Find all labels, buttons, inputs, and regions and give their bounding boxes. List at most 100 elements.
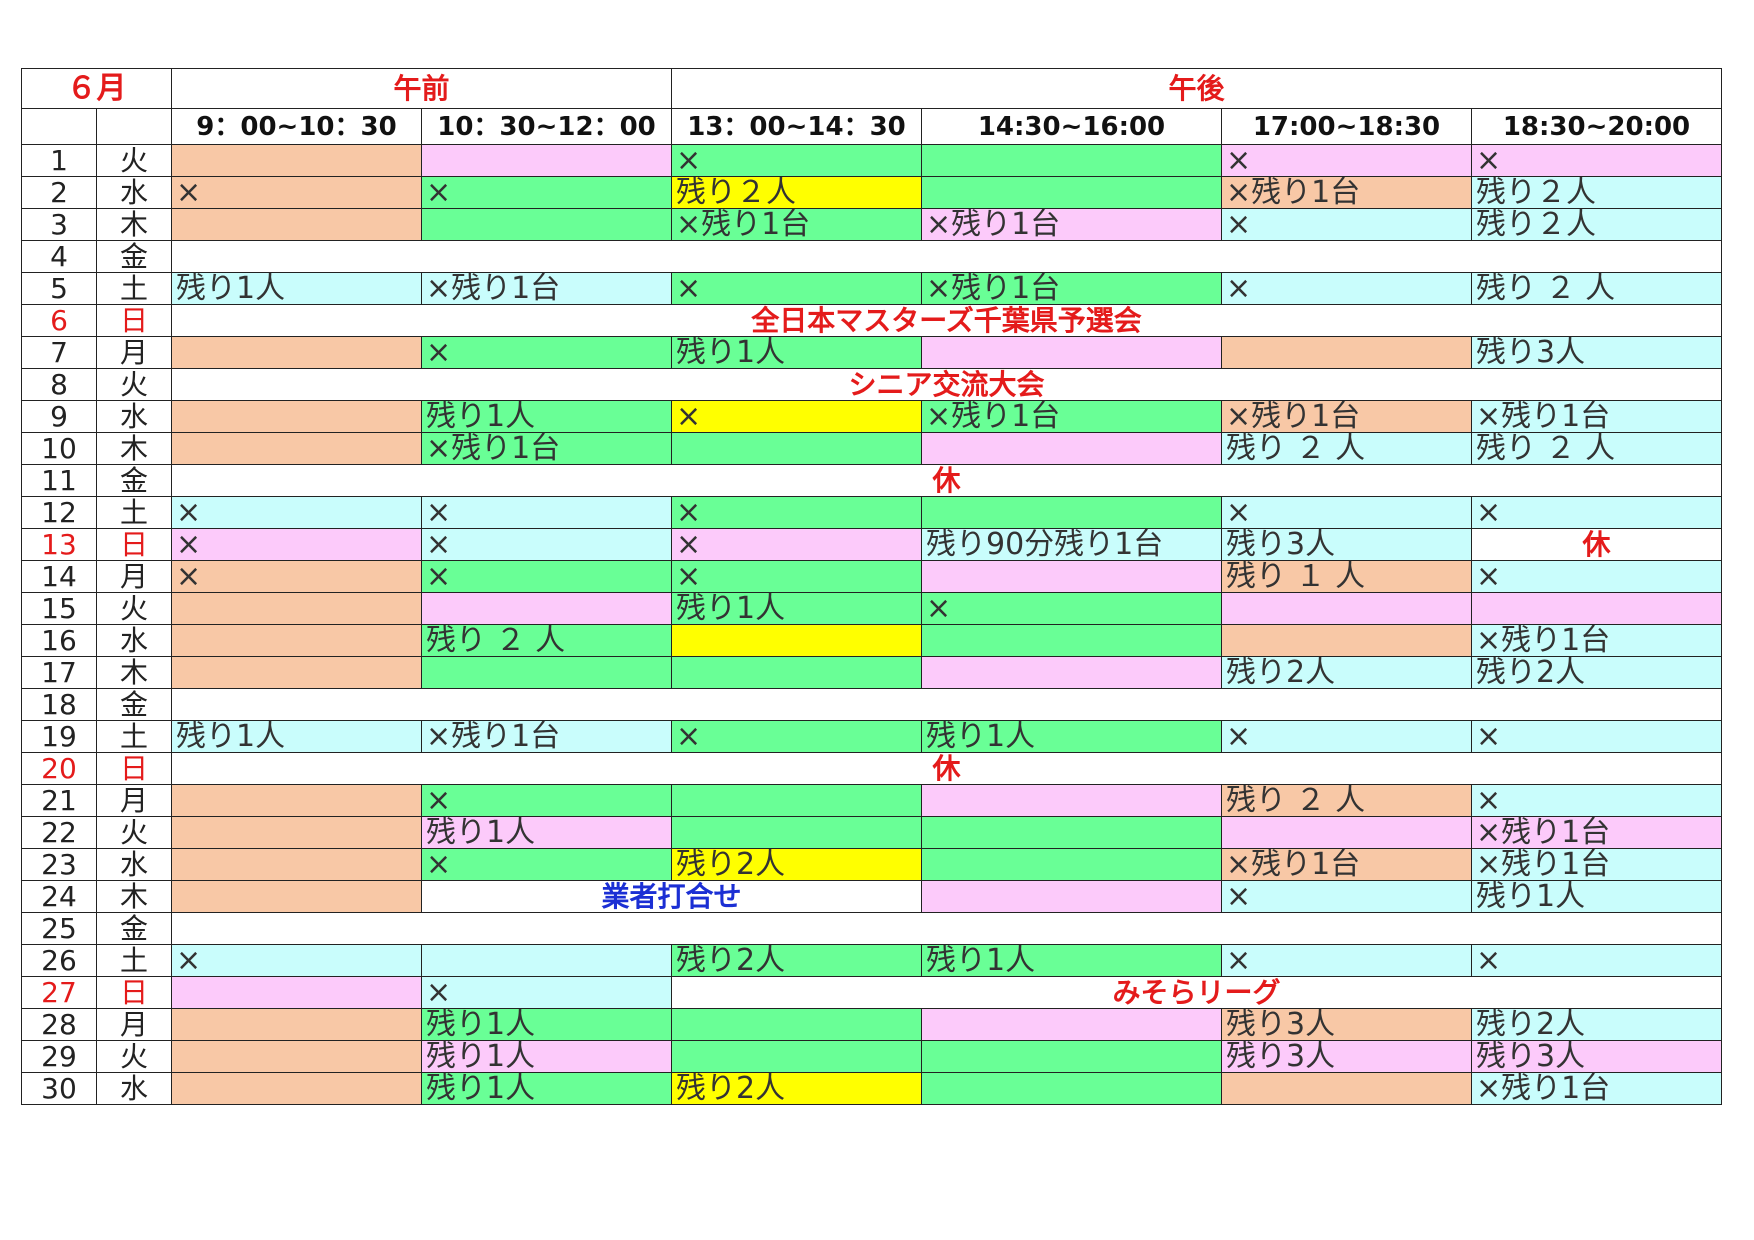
slot-cell	[171, 400, 422, 433]
slot-cell: 残り２人	[1471, 176, 1722, 209]
slot-cell	[171, 816, 422, 849]
slot-cell	[171, 880, 422, 913]
slot-cell	[671, 816, 922, 849]
weekday: 火	[96, 1040, 172, 1073]
weekday: 金	[96, 912, 172, 945]
slot-cell: ×残り1台	[921, 400, 1222, 433]
weekday: 水	[96, 1072, 172, 1105]
slot-cell: ×残り1台	[921, 272, 1222, 305]
slot-cell: ×	[1221, 944, 1472, 977]
slot-cell	[1221, 336, 1472, 369]
day-number: 8	[21, 368, 97, 401]
day-number: 24	[21, 880, 97, 913]
weekday: 木	[96, 432, 172, 465]
table-row: 15 火 残り1人 ×	[21, 592, 1722, 625]
table-row: 6 日全日本マスターズ千葉県予選会	[21, 304, 1722, 337]
slot-cell: 残り １ 人	[1221, 560, 1472, 593]
weekday: 火	[96, 368, 172, 401]
table-row: 2 水 × × 残り２人 ×残り1台 残り２人	[21, 176, 1722, 209]
day-number: 6	[21, 304, 97, 337]
slot-cell	[171, 1072, 422, 1105]
slot-cell: 残り1人	[421, 1072, 672, 1105]
event-label: 休	[171, 752, 1722, 785]
slot-cell	[1221, 592, 1472, 625]
slot-cell	[171, 688, 1722, 721]
slot-cell	[171, 592, 422, 625]
day-number: 23	[21, 848, 97, 881]
slot-cell: ×残り1台	[1471, 848, 1722, 881]
slot-cell: ×	[421, 784, 672, 817]
day-number: 30	[21, 1072, 97, 1105]
slot-cell: ×	[1221, 496, 1472, 529]
day-number: 1	[21, 144, 97, 177]
weekday: 金	[96, 688, 172, 721]
slot-cell: ×	[171, 176, 422, 209]
slot-cell: 残り3人	[1471, 1040, 1722, 1073]
slot-cell: 残り1人	[421, 1008, 672, 1041]
event-label: 業者打合せ	[421, 880, 922, 913]
slot-cell: ×	[1221, 208, 1472, 241]
slot-cell: ×	[171, 944, 422, 977]
slot-cell	[1221, 624, 1472, 657]
slot-cell	[1221, 1072, 1472, 1105]
table-row: 1 火 × × ×	[21, 144, 1722, 177]
slot-cell: ×	[1471, 944, 1722, 977]
slot-cell: ×	[671, 144, 922, 177]
slot-cell: ×残り1台	[421, 272, 672, 305]
slot-cell: 残り3人	[1471, 336, 1722, 369]
table-row: 12 土 × × × × ×	[21, 496, 1722, 529]
table-row: 13 日 × × × 残り90分残り1台 残り3人休	[21, 528, 1722, 561]
slot-cell: 残り2人	[1221, 656, 1472, 689]
event-label: みそらリーグ	[671, 976, 1722, 1009]
day-number: 17	[21, 656, 97, 689]
slot-cell: ×	[671, 272, 922, 305]
slot-cell	[421, 944, 672, 977]
slot-cell: ×	[671, 400, 922, 433]
slot-cell	[421, 208, 672, 241]
slot-cell: ×	[421, 176, 672, 209]
weekday: 月	[96, 560, 172, 593]
slot-cell: 残り1人	[171, 720, 422, 753]
slot-cell	[921, 784, 1222, 817]
slot-cell: 残り1人	[921, 720, 1222, 753]
slot-cell	[921, 144, 1222, 177]
slot-cell: ×	[1221, 144, 1472, 177]
day-number: 20	[21, 752, 97, 785]
slot-cell: ×残り1台	[421, 720, 672, 753]
day-number: 18	[21, 688, 97, 721]
slot-cell	[171, 240, 1722, 273]
slot-cell	[171, 848, 422, 881]
slot-cell: 残り3人	[1221, 1008, 1472, 1041]
slot-cell: ×	[421, 336, 672, 369]
table-row: 11 金休	[21, 464, 1722, 497]
weekday: 火	[96, 592, 172, 625]
slot-header-6: 18:30~20:00	[1471, 108, 1722, 145]
slot-cell: ×	[421, 976, 672, 1009]
weekday: 火	[96, 144, 172, 177]
slot-cell	[421, 592, 672, 625]
day-number: 21	[21, 784, 97, 817]
day-number: 25	[21, 912, 97, 945]
slot-cell	[171, 1008, 422, 1041]
slot-cell: 残り1人	[921, 944, 1222, 977]
slot-cell	[921, 656, 1222, 689]
slot-cell: 残り ２ 人	[1221, 432, 1472, 465]
slot-cell: ×残り1台	[671, 208, 922, 241]
event-label: 全日本マスターズ千葉県予選会	[171, 304, 1722, 337]
weekday: 木	[96, 208, 172, 241]
slot-cell	[921, 1008, 1222, 1041]
weekday: 日	[96, 752, 172, 785]
day-number: 2	[21, 176, 97, 209]
slot-cell: 残り２人	[1471, 208, 1722, 241]
slot-cell: ×	[1221, 272, 1472, 305]
slot-cell: 残り2人	[671, 944, 922, 977]
slot-header-3: 13：00~14：30	[671, 108, 922, 145]
table-row: 20 日休	[21, 752, 1722, 785]
slot-header-5: 17:00~18:30	[1221, 108, 1472, 145]
table-row: 16 水 残り ２ 人 ×残り1台	[21, 624, 1722, 657]
slot-cell: ×	[1471, 144, 1722, 177]
period-header-row: ６月 午前 午後	[21, 68, 1722, 109]
slot-cell	[921, 1072, 1222, 1105]
slot-cell	[921, 496, 1222, 529]
slot-cell: ×	[671, 560, 922, 593]
